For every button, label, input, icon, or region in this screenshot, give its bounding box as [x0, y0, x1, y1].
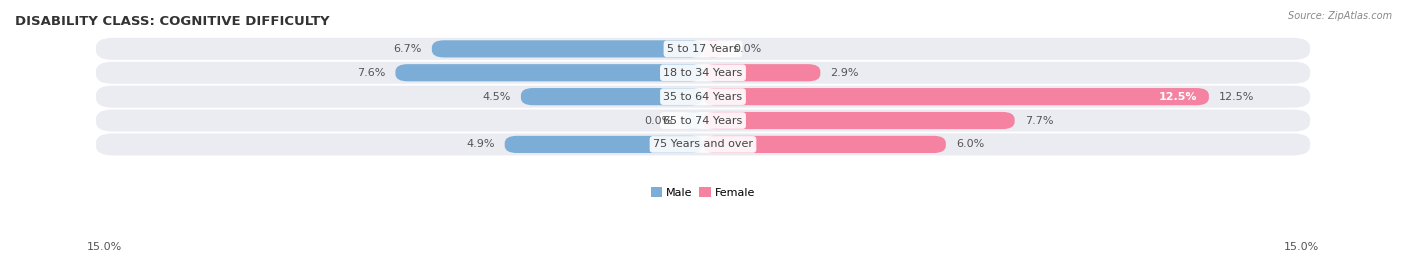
- Text: 7.7%: 7.7%: [1025, 116, 1053, 126]
- FancyBboxPatch shape: [96, 38, 1310, 60]
- FancyBboxPatch shape: [96, 62, 1310, 84]
- Text: 0.0%: 0.0%: [644, 116, 672, 126]
- Text: 35 to 64 Years: 35 to 64 Years: [664, 92, 742, 102]
- Text: 5 to 17 Years: 5 to 17 Years: [666, 44, 740, 54]
- FancyBboxPatch shape: [703, 40, 723, 58]
- FancyBboxPatch shape: [683, 112, 703, 129]
- FancyBboxPatch shape: [520, 88, 703, 105]
- Text: 0.0%: 0.0%: [734, 44, 762, 54]
- FancyBboxPatch shape: [703, 112, 1015, 129]
- Text: 6.0%: 6.0%: [956, 139, 984, 149]
- FancyBboxPatch shape: [703, 64, 820, 81]
- FancyBboxPatch shape: [96, 86, 1310, 108]
- FancyBboxPatch shape: [432, 40, 703, 58]
- FancyBboxPatch shape: [395, 64, 703, 81]
- Legend: Male, Female: Male, Female: [647, 183, 759, 202]
- Text: 4.5%: 4.5%: [482, 92, 510, 102]
- Text: 4.9%: 4.9%: [465, 139, 495, 149]
- Text: Source: ZipAtlas.com: Source: ZipAtlas.com: [1288, 11, 1392, 21]
- Text: 7.6%: 7.6%: [357, 68, 385, 78]
- FancyBboxPatch shape: [703, 136, 946, 153]
- Text: DISABILITY CLASS: COGNITIVE DIFFICULTY: DISABILITY CLASS: COGNITIVE DIFFICULTY: [15, 15, 329, 28]
- Text: 18 to 34 Years: 18 to 34 Years: [664, 68, 742, 78]
- Text: 15.0%: 15.0%: [87, 242, 122, 252]
- Text: 2.9%: 2.9%: [831, 68, 859, 78]
- Text: 65 to 74 Years: 65 to 74 Years: [664, 116, 742, 126]
- FancyBboxPatch shape: [505, 136, 703, 153]
- Text: 6.7%: 6.7%: [394, 44, 422, 54]
- FancyBboxPatch shape: [703, 88, 1209, 105]
- FancyBboxPatch shape: [96, 110, 1310, 131]
- Text: 12.5%: 12.5%: [1219, 92, 1254, 102]
- Text: 75 Years and over: 75 Years and over: [652, 139, 754, 149]
- Text: 15.0%: 15.0%: [1284, 242, 1319, 252]
- Text: 12.5%: 12.5%: [1159, 92, 1197, 102]
- FancyBboxPatch shape: [96, 133, 1310, 156]
